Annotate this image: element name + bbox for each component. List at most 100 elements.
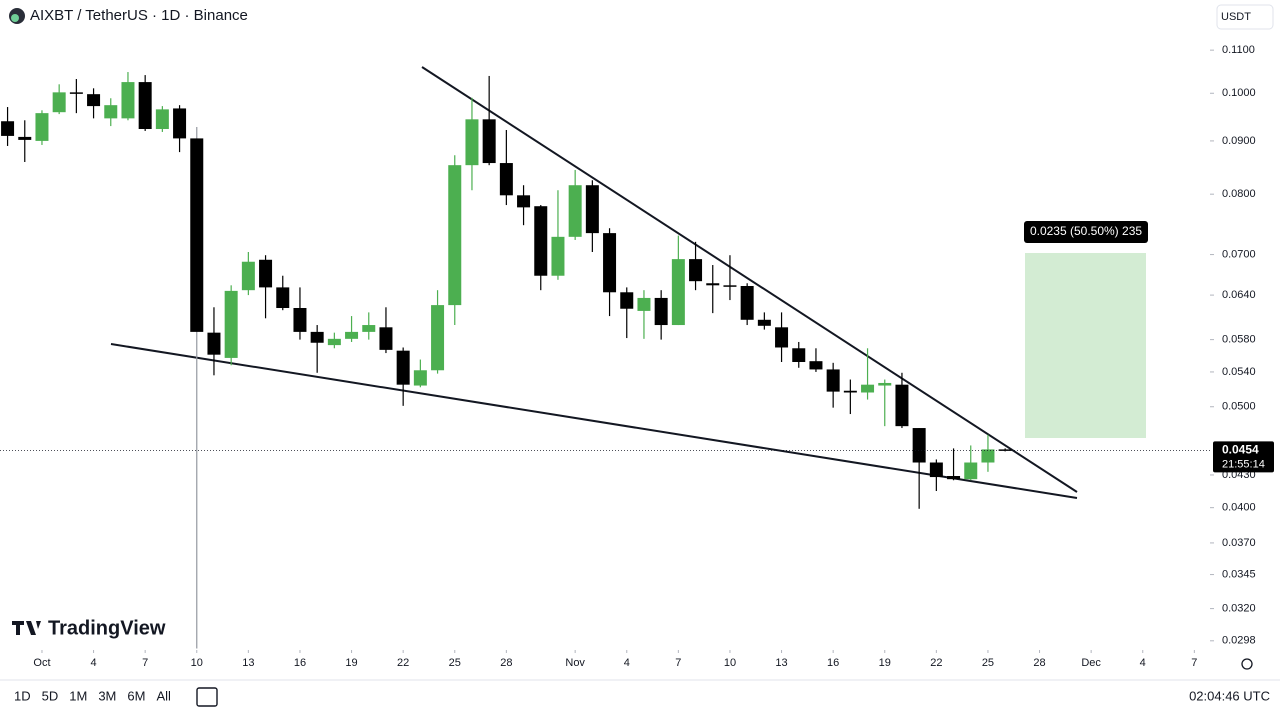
y-tick-label: 0.0320 xyxy=(1222,602,1256,614)
candle-body xyxy=(379,327,393,350)
timeframe-button[interactable]: All xyxy=(156,688,171,703)
candle-body xyxy=(173,108,187,139)
last-price-label: 0.0454 xyxy=(1222,443,1259,457)
currency-button[interactable] xyxy=(1216,4,1274,30)
candle-body xyxy=(345,331,359,339)
candle-body xyxy=(190,138,204,332)
lower-trendline xyxy=(110,343,1078,499)
y-tick-label: 0.0400 xyxy=(1222,502,1256,514)
candle-body xyxy=(689,259,703,282)
x-tick-label: 7 xyxy=(142,657,148,669)
last-price-bg xyxy=(1213,441,1274,473)
candle-body xyxy=(947,476,961,480)
candle-body xyxy=(981,449,995,463)
candle-body xyxy=(706,283,720,286)
upper-trendline xyxy=(421,66,1078,493)
candle-body xyxy=(138,82,152,130)
candle-body xyxy=(207,332,221,355)
timeframe-button[interactable]: 3M xyxy=(98,688,116,703)
countdown: 21:55:14 xyxy=(1222,458,1265,470)
y-tick-label: 0.0700 xyxy=(1222,248,1256,260)
candle-body xyxy=(293,308,307,332)
candle-body xyxy=(654,297,668,326)
y-tick-label: 0.1000 xyxy=(1222,87,1256,99)
candle-body xyxy=(259,259,273,288)
candle-body xyxy=(327,338,341,346)
x-tick-label: Dec xyxy=(1081,657,1101,669)
x-tick-label: 22 xyxy=(930,657,942,669)
x-tick-label: 4 xyxy=(624,657,630,669)
clock: 02:04:46 UTC xyxy=(1189,688,1270,703)
y-tick-label: 0.0540 xyxy=(1222,366,1256,378)
candle-body xyxy=(723,285,737,287)
candle-body xyxy=(87,94,101,107)
candle-body xyxy=(568,185,582,237)
candle-body xyxy=(757,319,771,326)
currency-label[interactable]: USDT xyxy=(1221,11,1251,23)
candle-body xyxy=(241,261,255,291)
measure-label: 0.0235 (50.50%) 235 xyxy=(1030,224,1142,238)
candle-body xyxy=(929,462,943,478)
y-tick-label: 0.0298 xyxy=(1222,635,1256,647)
candle-body xyxy=(362,325,376,332)
x-tick-label: 7 xyxy=(675,657,681,669)
candle-body xyxy=(826,369,840,392)
candle-body xyxy=(895,384,909,427)
timeframe-button[interactable]: 1M xyxy=(69,688,87,703)
y-tick-label: 0.0345 xyxy=(1222,568,1256,580)
x-tick-label: 28 xyxy=(500,657,512,669)
watermark: TradingView xyxy=(48,617,166,639)
candle-body xyxy=(482,119,496,164)
measure-box xyxy=(1025,253,1146,438)
x-tick-label: 4 xyxy=(1140,657,1146,669)
symbol-icon-dot xyxy=(11,14,19,22)
timeframe-button[interactable]: 6M xyxy=(127,688,145,703)
x-tick-label: 19 xyxy=(345,657,357,669)
x-tick-label: 13 xyxy=(775,657,787,669)
candle-body xyxy=(69,92,83,94)
timeframes: 1D 5D 1M 3M 6M All xyxy=(14,688,171,703)
x-tick-label: 4 xyxy=(91,657,97,669)
candle-body xyxy=(671,259,685,326)
y-tick-label: 0.0800 xyxy=(1222,188,1256,200)
candle-body xyxy=(413,370,427,386)
candle-body xyxy=(276,287,290,309)
watermark-logo xyxy=(12,621,41,635)
candle-body xyxy=(396,350,410,385)
candle-body xyxy=(637,297,651,311)
timeframe-button[interactable]: 1D xyxy=(14,688,31,703)
timeframe-button[interactable]: 5D xyxy=(42,688,59,703)
candle-body xyxy=(620,292,634,309)
x-tick-label: 10 xyxy=(724,657,736,669)
candle-body xyxy=(585,185,599,234)
candle-body xyxy=(465,119,479,166)
symbol-title: AIXBT / TetherUS · 1D · Binance xyxy=(30,7,248,24)
candle-body xyxy=(517,195,531,208)
date-range-icon[interactable] xyxy=(196,687,218,707)
candle-body xyxy=(740,286,754,320)
candle-body xyxy=(534,206,548,276)
x-tick-label: 25 xyxy=(982,657,994,669)
x-tick-label: 28 xyxy=(1033,657,1045,669)
candle-body xyxy=(104,105,118,119)
candle-body xyxy=(809,361,823,370)
candle-body xyxy=(310,331,324,343)
candle-body xyxy=(35,113,49,141)
candle-body xyxy=(603,233,617,293)
candle-body xyxy=(155,109,169,130)
x-tick-label: Nov xyxy=(565,657,585,669)
y-tick-label: 0.0580 xyxy=(1222,334,1256,346)
candle-body xyxy=(1,121,15,136)
candle-body xyxy=(52,92,66,113)
x-tick-label: 25 xyxy=(449,657,461,669)
candle-body xyxy=(792,348,806,362)
candle-body xyxy=(499,163,513,196)
x-tick-label: 16 xyxy=(827,657,839,669)
y-tick-label: 0.0900 xyxy=(1222,135,1256,147)
measure-label-bg xyxy=(1024,221,1148,243)
settings-icon[interactable] xyxy=(1241,658,1253,670)
candle-body xyxy=(551,236,565,276)
candle-body xyxy=(431,305,445,371)
candle-body xyxy=(964,462,978,480)
x-tick-label: 13 xyxy=(242,657,254,669)
